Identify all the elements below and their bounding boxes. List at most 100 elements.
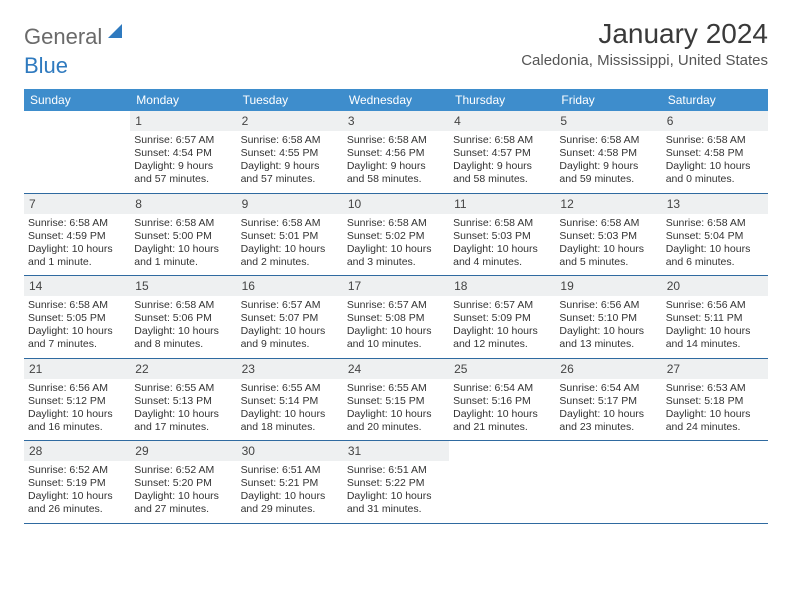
daylight-text: Daylight: 9 hours and 57 minutes. (134, 160, 232, 186)
day-info: Sunrise: 6:58 AMSunset: 4:57 PMDaylight:… (453, 134, 551, 187)
sunrise-text: Sunrise: 6:58 AM (28, 217, 126, 230)
day-number: 25 (449, 359, 555, 379)
day-info: Sunrise: 6:58 AMSunset: 4:58 PMDaylight:… (559, 134, 657, 187)
day-number: 7 (24, 194, 130, 214)
sunrise-text: Sunrise: 6:55 AM (134, 382, 232, 395)
calendar-day: 19Sunrise: 6:56 AMSunset: 5:10 PMDayligh… (555, 276, 661, 358)
calendar-day: 17Sunrise: 6:57 AMSunset: 5:08 PMDayligh… (343, 276, 449, 358)
sunset-text: Sunset: 4:54 PM (134, 147, 232, 160)
sunset-text: Sunset: 4:57 PM (453, 147, 551, 160)
day-number: 27 (662, 359, 768, 379)
sunset-text: Sunset: 5:03 PM (453, 230, 551, 243)
logo-triangle-icon (108, 24, 122, 38)
sunrise-text: Sunrise: 6:52 AM (28, 464, 126, 477)
daylight-text: Daylight: 10 hours and 1 minute. (134, 243, 232, 269)
calendar-day: 6Sunrise: 6:58 AMSunset: 4:58 PMDaylight… (662, 111, 768, 193)
sunset-text: Sunset: 5:04 PM (666, 230, 764, 243)
day-number: 10 (343, 194, 449, 214)
day-info: Sunrise: 6:57 AMSunset: 4:54 PMDaylight:… (134, 134, 232, 187)
day-info: Sunrise: 6:55 AMSunset: 5:14 PMDaylight:… (241, 382, 339, 435)
calendar-day: 13 Sunrise: 6:58 AMSunset: 5:04 PMDayligh… (662, 194, 768, 276)
sunset-text: Sunset: 5:08 PM (347, 312, 445, 325)
daylight-text: Daylight: 10 hours and 5 minutes. (559, 243, 657, 269)
calendar-day: 23Sunrise: 6:55 AMSunset: 5:14 PMDayligh… (237, 359, 343, 441)
daylight-text: Daylight: 10 hours and 18 minutes. (241, 408, 339, 434)
calendar-day: 1Sunrise: 6:57 AMSunset: 4:54 PMDaylight… (130, 111, 236, 193)
day-info: Sunrise: 6:56 AMSunset: 5:12 PMDaylight:… (28, 382, 126, 435)
daylight-text: Daylight: 10 hours and 8 minutes. (134, 325, 232, 351)
daylight-text: Daylight: 10 hours and 17 minutes. (134, 408, 232, 434)
daylight-text: Daylight: 10 hours and 0 minutes. (666, 160, 764, 186)
day-info: Sunrise: 6:58 AMSunset: 4:58 PMDaylight:… (666, 134, 764, 187)
day-number: 13 (662, 194, 768, 214)
day-info: Sunrise: 6:56 AMSunset: 5:11 PMDaylight:… (666, 299, 764, 352)
day-info: Sunrise: 6:54 AMSunset: 5:17 PMDaylight:… (559, 382, 657, 435)
sunrise-text: Sunrise: 6:57 AM (453, 299, 551, 312)
sunset-text: Sunset: 5:14 PM (241, 395, 339, 408)
calendar-day: 10Sunrise: 6:58 AMSunset: 5:02 PMDayligh… (343, 194, 449, 276)
daylight-text: Daylight: 10 hours and 13 minutes. (559, 325, 657, 351)
day-label: Tuesday (237, 89, 343, 111)
sunset-text: Sunset: 5:02 PM (347, 230, 445, 243)
day-label: Wednesday (343, 89, 449, 111)
day-number: 15 (130, 276, 236, 296)
daylight-text: Daylight: 10 hours and 7 minutes. (28, 325, 126, 351)
calendar-day: 16Sunrise: 6:57 AMSunset: 5:07 PMDayligh… (237, 276, 343, 358)
day-number: 17 (343, 276, 449, 296)
calendar-day: 4Sunrise: 6:58 AMSunset: 4:57 PMDaylight… (449, 111, 555, 193)
daylight-text: Daylight: 9 hours and 59 minutes. (559, 160, 657, 186)
day-info: Sunrise: 6:58 AMSunset: 5:03 PMDaylight:… (559, 217, 657, 270)
sunset-text: Sunset: 5:03 PM (559, 230, 657, 243)
daylight-text: Daylight: 10 hours and 2 minutes. (241, 243, 339, 269)
daylight-text: Daylight: 10 hours and 24 minutes. (666, 408, 764, 434)
day-number: 8 (130, 194, 236, 214)
daylight-text: Daylight: 10 hours and 1 minute. (28, 243, 126, 269)
day-number: 12 (555, 194, 661, 214)
sunset-text: Sunset: 5:06 PM (134, 312, 232, 325)
calendar-day (24, 111, 130, 193)
day-number: 5 (555, 111, 661, 131)
day-label: Saturday (662, 89, 768, 111)
day-info: Sunrise: 6:58 AMSunset: 5:00 PMDaylight:… (134, 217, 232, 270)
calendar-day: 14Sunrise: 6:58 AMSunset: 5:05 PMDayligh… (24, 276, 130, 358)
sunset-text: Sunset: 4:56 PM (347, 147, 445, 160)
calendar-day: 29Sunrise: 6:52 AMSunset: 5:20 PMDayligh… (130, 441, 236, 523)
day-info: Sunrise: 6:58 AMSunset: 5:03 PMDaylight:… (453, 217, 551, 270)
sunrise-text: Sunrise: 6:58 AM (666, 134, 764, 147)
sunset-text: Sunset: 5:05 PM (28, 312, 126, 325)
month-title: January 2024 (521, 18, 768, 50)
calendar-day: 7Sunrise: 6:58 AMSunset: 4:59 PMDaylight… (24, 194, 130, 276)
day-number: 22 (130, 359, 236, 379)
sunrise-text: Sunrise: 6:58 AM (241, 217, 339, 230)
calendar-day: 18Sunrise: 6:57 AMSunset: 5:09 PMDayligh… (449, 276, 555, 358)
sunrise-text: Sunrise: 6:58 AM (134, 217, 232, 230)
title-block: January 2024 Caledonia, Mississippi, Uni… (521, 18, 768, 69)
day-info: Sunrise: 6:58 AMSunset: 5:04 PMDaylight:… (666, 217, 764, 270)
day-number: 31 (343, 441, 449, 461)
day-info: Sunrise: 6:52 AMSunset: 5:20 PMDaylight:… (134, 464, 232, 517)
sunrise-text: Sunrise: 6:58 AM (347, 217, 445, 230)
day-label: Monday (130, 89, 236, 111)
sunset-text: Sunset: 5:07 PM (241, 312, 339, 325)
sunset-text: Sunset: 5:09 PM (453, 312, 551, 325)
daylight-text: Daylight: 10 hours and 26 minutes. (28, 490, 126, 516)
calendar-week: 28Sunrise: 6:52 AMSunset: 5:19 PMDayligh… (24, 441, 768, 524)
day-info: Sunrise: 6:58 AMSunset: 5:01 PMDaylight:… (241, 217, 339, 270)
sunset-text: Sunset: 5:01 PM (241, 230, 339, 243)
calendar-day: 11Sunrise: 6:58 AMSunset: 5:03 PMDayligh… (449, 194, 555, 276)
day-number: 16 (237, 276, 343, 296)
day-info: Sunrise: 6:56 AMSunset: 5:10 PMDaylight:… (559, 299, 657, 352)
day-label: Sunday (24, 89, 130, 111)
day-info: Sunrise: 6:55 AMSunset: 5:13 PMDaylight:… (134, 382, 232, 435)
calendar-day: 21Sunrise: 6:56 AMSunset: 5:12 PMDayligh… (24, 359, 130, 441)
calendar-day: 8 Sunrise: 6:58 AMSunset: 5:00 PMDaylight… (130, 194, 236, 276)
daylight-text: Daylight: 10 hours and 23 minutes. (559, 408, 657, 434)
sunset-text: Sunset: 5:10 PM (559, 312, 657, 325)
sunrise-text: Sunrise: 6:56 AM (559, 299, 657, 312)
day-info: Sunrise: 6:54 AMSunset: 5:16 PMDaylight:… (453, 382, 551, 435)
sunrise-text: Sunrise: 6:51 AM (347, 464, 445, 477)
calendar-day (662, 441, 768, 523)
sunrise-text: Sunrise: 6:57 AM (134, 134, 232, 147)
calendar-day: 15Sunrise: 6:58 AMSunset: 5:06 PMDayligh… (130, 276, 236, 358)
day-info: Sunrise: 6:55 AMSunset: 5:15 PMDaylight:… (347, 382, 445, 435)
